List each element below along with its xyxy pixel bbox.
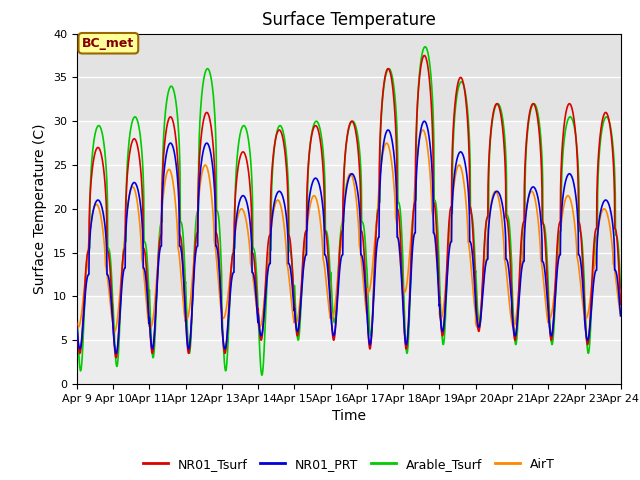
Line: NR01_Tsurf: NR01_Tsurf (77, 56, 621, 358)
Arable_Tsurf (421, 44, 429, 49)
NR01_Tsurf (507, 273, 515, 279)
Bar (77, 121, 621, 209)
AirT (419, 127, 427, 133)
NR01_PRT (376, 176, 384, 182)
AirT (617, 312, 625, 317)
NR01_Tsurf (617, 301, 625, 307)
NR01_Tsurf (584, 341, 592, 347)
Bar (77, 296, 621, 384)
NR01_Tsurf (73, 319, 81, 325)
X-axis label: Time: Time (332, 409, 366, 423)
NR01_PRT (507, 291, 515, 297)
AirT (584, 311, 592, 316)
Arable_Tsurf (569, 119, 577, 124)
Title: Surface Temperature: Surface Temperature (262, 11, 436, 29)
NR01_PRT (569, 177, 577, 183)
Y-axis label: Surface Temperature (C): Surface Temperature (C) (33, 123, 47, 294)
Arable_Tsurf (376, 140, 384, 146)
AirT (365, 289, 372, 295)
NR01_Tsurf (225, 306, 232, 312)
NR01_Tsurf (569, 110, 577, 116)
NR01_PRT (420, 118, 428, 124)
Line: Arable_Tsurf: Arable_Tsurf (77, 47, 621, 375)
NR01_PRT (112, 350, 120, 356)
Arable_Tsurf (225, 331, 232, 336)
Arable_Tsurf (365, 305, 372, 311)
AirT (225, 287, 232, 292)
Text: BC_met: BC_met (83, 37, 134, 50)
Bar (77, 34, 621, 121)
NR01_PRT (617, 313, 625, 319)
Bar (77, 209, 621, 296)
Arable_Tsurf (73, 307, 81, 312)
Arable_Tsurf (584, 350, 592, 356)
NR01_Tsurf (376, 130, 384, 136)
Legend: NR01_Tsurf, NR01_PRT, Arable_Tsurf, AirT: NR01_Tsurf, NR01_PRT, Arable_Tsurf, AirT (138, 453, 560, 476)
NR01_PRT (225, 312, 232, 318)
Line: NR01_PRT: NR01_PRT (77, 121, 621, 353)
NR01_Tsurf (420, 53, 428, 59)
Arable_Tsurf (507, 247, 515, 252)
AirT (73, 321, 81, 327)
Arable_Tsurf (258, 372, 266, 378)
AirT (111, 328, 118, 334)
Line: AirT: AirT (77, 130, 621, 331)
NR01_Tsurf (112, 355, 120, 360)
NR01_Tsurf (365, 335, 372, 340)
NR01_PRT (584, 336, 592, 342)
NR01_PRT (365, 333, 372, 338)
NR01_PRT (73, 324, 81, 329)
Arable_Tsurf (617, 286, 625, 291)
AirT (376, 170, 384, 176)
AirT (507, 315, 515, 321)
AirT (569, 208, 577, 214)
